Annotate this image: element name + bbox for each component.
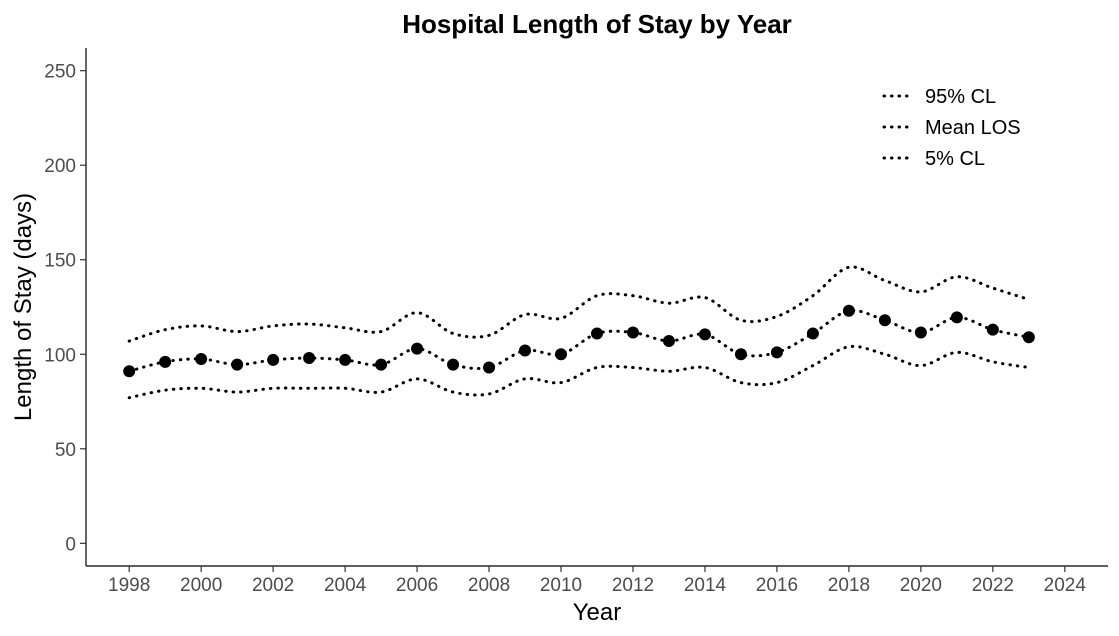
data-point-mean-los	[519, 344, 532, 357]
data-point-mean-los	[626, 326, 639, 339]
data-point-mean-los	[842, 304, 855, 317]
data-point-mean-los	[878, 314, 891, 327]
legend-label: 5% CL	[925, 148, 985, 170]
x-tick-label: 2022	[972, 575, 1014, 596]
data-point-mean-los	[195, 352, 208, 365]
series-lines	[127, 265, 1031, 400]
data-point-mean-los	[303, 352, 316, 365]
data-point-mean-los	[555, 348, 568, 361]
data-point-mean-los	[231, 358, 244, 371]
data-point-mean-los	[591, 327, 603, 340]
x-ticks: 1998 2000 2002 2004 2006 2008 2010 2012 2014 2016…	[108, 566, 1086, 596]
y-tick-label: 50	[55, 440, 76, 461]
chart-title: Hospital Length of Stay by Year	[402, 9, 792, 39]
data-point-mean-los	[1022, 331, 1035, 344]
y-tick-label: 0	[65, 534, 76, 555]
x-tick-label: 2020	[900, 575, 942, 596]
y-tick-label: 150	[44, 251, 76, 272]
x-tick-label: 2004	[324, 575, 367, 596]
x-tick-label: 2018	[828, 575, 870, 596]
axes	[85, 48, 1108, 567]
x-tick-label: 2010	[540, 575, 582, 596]
data-point-mean-los	[698, 328, 711, 341]
y-tick-label: 200	[44, 156, 76, 177]
x-tick-label: 2014	[684, 575, 727, 596]
data-point-mean-los	[914, 326, 927, 339]
x-tick-label: 2008	[468, 575, 510, 596]
data-point-mean-los	[770, 346, 783, 359]
x-axis-title: Year	[573, 599, 622, 626]
x-tick-label: 2006	[396, 575, 438, 596]
data-point-mean-los	[159, 355, 172, 368]
y-tick-label: 250	[44, 62, 76, 83]
data-point-mean-los	[447, 358, 460, 371]
data-point-mean-los	[411, 342, 424, 355]
data-point-mean-los	[734, 348, 747, 361]
x-tick-label: 2016	[756, 575, 798, 596]
y-tick-label: 100	[44, 345, 76, 366]
x-tick-label: 2000	[180, 575, 222, 596]
x-tick-label: 2024	[1044, 575, 1087, 596]
data-point-mean-los	[986, 323, 999, 336]
data-point-mean-los	[339, 353, 352, 366]
legend: 95% CL Mean LOS 5% CL	[882, 86, 1021, 170]
data-point-mean-los	[662, 335, 675, 348]
data-point-mean-los	[375, 358, 388, 371]
y-axis-title: Length of Stay (days)	[10, 193, 37, 421]
data-point-mean-los	[267, 353, 280, 366]
data-point-mean-los	[950, 311, 963, 324]
data-point-mean-los	[123, 365, 136, 378]
y-ticks: 0 50 100 150 200 250	[44, 62, 86, 555]
legend-label: 95% CL	[925, 86, 996, 108]
series-line-mean-los	[127, 308, 1031, 373]
series-line-95-cl	[127, 265, 1031, 343]
series-points	[123, 304, 1035, 378]
x-tick-label: 2012	[612, 575, 654, 596]
legend-label: Mean LOS	[925, 117, 1021, 139]
data-point-mean-los	[483, 361, 496, 374]
x-tick-label: 2002	[252, 575, 294, 596]
x-tick-label: 1998	[108, 575, 150, 596]
series-line-5-cl	[127, 344, 1031, 400]
data-point-mean-los	[806, 327, 819, 340]
